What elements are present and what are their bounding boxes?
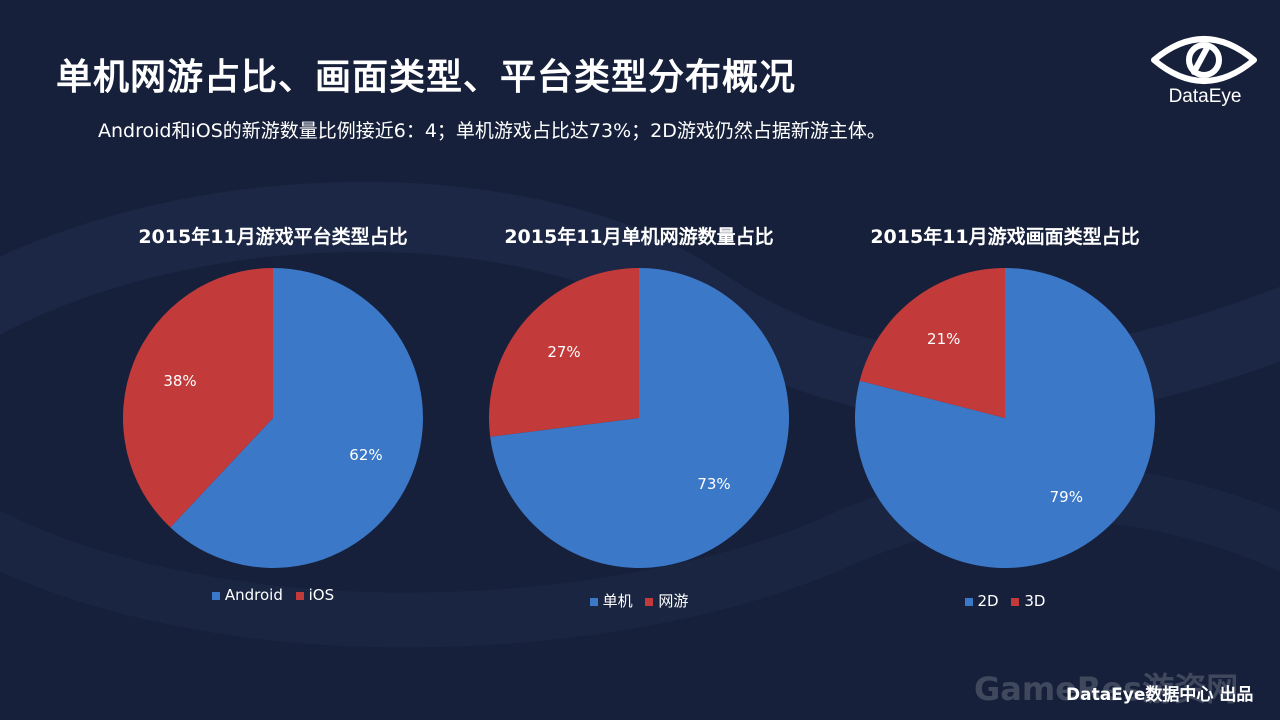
pie-chart-graphics-type: 2015年11月游戏画面类型占比 79% 21% 2D 3D — [825, 218, 1185, 618]
legend-item: 3D — [1011, 592, 1045, 610]
legend-label: Android — [224, 586, 283, 604]
chart-title: 2015年11月游戏画面类型占比 — [870, 226, 1140, 248]
watermark: GameRes游资网 — [974, 670, 1239, 708]
footer-credit: DataEye数据中心 出品 — [1066, 685, 1254, 705]
pie-slice-major — [170, 268, 423, 568]
legend-swatch — [295, 591, 304, 600]
legend-label: 单机 — [602, 592, 633, 610]
legend-item: 网游 — [645, 590, 688, 611]
pie-data-label: 38% — [163, 372, 196, 390]
chart-legend: 2D 3D — [825, 592, 1185, 610]
pie-data-label: 73% — [697, 475, 730, 493]
legend-swatch — [589, 597, 598, 606]
legend-swatch — [1011, 597, 1020, 606]
legend-item: 单机 — [589, 590, 633, 611]
pie-chart-platform: 2015年11月游戏平台类型占比 62% 38% Android iOS — [93, 218, 453, 618]
legend-item: 2D — [964, 592, 999, 610]
pie-data-label: 79% — [1050, 488, 1083, 506]
pie-svg: 62% 38% — [122, 268, 423, 568]
legend-swatch — [211, 591, 220, 600]
pie-data-label: 62% — [349, 446, 382, 464]
legend-label: iOS — [308, 586, 335, 604]
pie-data-label: 27% — [547, 343, 580, 361]
pie-svg: 73% 27% — [489, 268, 789, 568]
pie-slice-minor — [122, 268, 274, 528]
eye-icon — [1151, 36, 1257, 84]
pie-slice-major — [490, 268, 789, 568]
legend-item: iOS — [295, 586, 335, 604]
legend-swatch — [645, 597, 654, 606]
legend-label: 网游 — [658, 592, 689, 610]
pie-svg: 79% 21% — [855, 268, 1155, 568]
slide-subtitle: Android和iOS的新游数量比例接近6：4；单机游戏占比达73%；2D游戏仍… — [98, 120, 886, 142]
pie-chart-single-vs-online: 2015年11月单机网游数量占比 73% 27% 单机 网游 — [459, 218, 819, 618]
chart-title: 2015年11月游戏平台类型占比 — [138, 226, 408, 248]
slide-title: 单机网游占比、画面类型、平台类型分布概况 — [56, 57, 797, 98]
legend-label: 3D — [1024, 592, 1046, 610]
pie-slice-minor — [489, 268, 639, 437]
legend-item: Android — [211, 586, 283, 604]
chart-title: 2015年11月单机网游数量占比 — [504, 226, 774, 248]
chart-legend: Android iOS — [93, 586, 453, 604]
legend-swatch — [964, 597, 973, 606]
legend-label: 2D — [977, 592, 999, 610]
chart-legend: 单机 网游 — [459, 590, 819, 611]
pie-slice-minor — [859, 268, 1005, 418]
logo-text: DataEye — [1168, 86, 1242, 107]
pie-data-label: 21% — [927, 330, 960, 348]
